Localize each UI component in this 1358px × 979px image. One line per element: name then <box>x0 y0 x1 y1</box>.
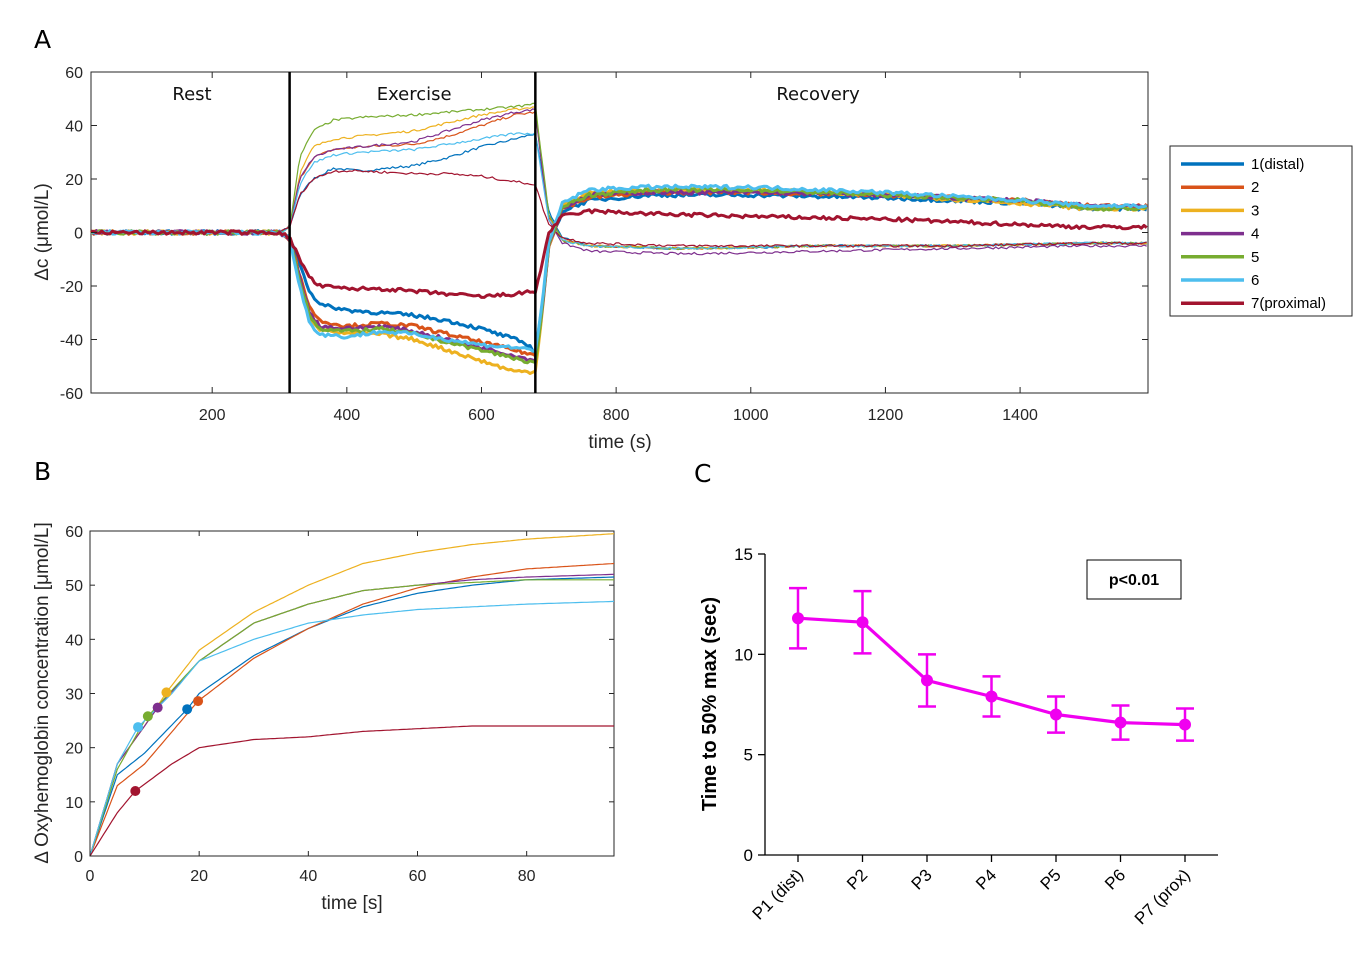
panel-c-point-p3 <box>921 674 933 687</box>
panel-c-x-tick-label-p7-prox: P7 (prox) <box>1131 865 1194 928</box>
legend-label-5: 5 <box>1251 249 1259 266</box>
panel-c-y-tick-label: 15 <box>734 545 753 564</box>
panel-b-series-7-line <box>89 725 614 857</box>
panel-c-x-tick-label-p2: P2 <box>843 865 871 893</box>
panel-b-x-tick-label: 40 <box>299 868 317 885</box>
panel-b-series-5-marker <box>142 711 153 722</box>
p-value-annotation: p<0.01 <box>1109 572 1159 589</box>
panel-b-series-6-line <box>89 600 615 857</box>
legend-label-3: 3 <box>1251 202 1259 219</box>
panel-a-x-tick-label: 1400 <box>1002 407 1038 424</box>
panel-c-point-p6 <box>1114 716 1127 729</box>
panel-c-y-tick-label: 5 <box>744 746 753 765</box>
panel-b-series-2-line <box>89 562 615 857</box>
panel-b-chart: 0 20 40 60 80 0 10 20 30 40 50 60 time [s] Δ Oxyhe… <box>32 522 615 914</box>
panel-b-series-4-marker <box>152 702 163 713</box>
panel-a-y-axis-label: Δc (μmol/L) <box>32 183 53 281</box>
panel-b-series-7-marker <box>130 786 141 796</box>
legend-label-4: 4 <box>1251 226 1259 243</box>
legend-label-7-proximal: 7(proximal) <box>1251 295 1326 312</box>
panel-a-y-tick-label: 20 <box>65 172 83 189</box>
legend-label-1-distal: 1(distal) <box>1251 156 1304 173</box>
panel-c-y-tick-label: 10 <box>734 645 753 664</box>
panel-c-x-tick-label-p4: P4 <box>972 865 1000 893</box>
panel-b-y-axis-label: Δ Oxyhemoglobin concentration [μmol/L] <box>32 522 53 864</box>
panel-b-y-tick-label: 50 <box>65 578 83 595</box>
panel-c-x-tick-label-p3: P3 <box>908 865 936 893</box>
panel-b-series-3-line <box>89 533 615 857</box>
panel-b-x-axis-label: time [s] <box>321 893 382 914</box>
panel-b-series-5-line <box>89 579 614 857</box>
panel-a-y-tick-label: -20 <box>60 279 83 296</box>
panel-b-x-tick-label: 20 <box>190 868 208 885</box>
panel-c-y-axis-label: Time to 50% max (sec) <box>699 597 721 811</box>
panel-c-x-tick-label-p5: P5 <box>1037 865 1065 893</box>
panel-a-x-tick-label: 200 <box>199 407 226 424</box>
panel-b-series-2-marker <box>193 696 204 707</box>
panel-b-y-tick-label: 40 <box>65 632 83 649</box>
panel-c-point-p5 <box>1050 708 1062 721</box>
panel-a-legend: 1(distal) 2 3 4 5 6 7(proximal) <box>1169 145 1353 317</box>
panel-b-x-tick-label: 60 <box>409 868 427 885</box>
panel-b-series-1-marker <box>182 704 193 715</box>
panel-c-point-p4 <box>985 690 998 703</box>
legend-label-2: 2 <box>1251 179 1259 196</box>
panel-b-series-3-marker <box>161 687 172 698</box>
panel-a-y-tick-label: 0 <box>74 226 83 243</box>
phase-label-rest: Rest <box>172 84 211 105</box>
panel-b-y-tick-label: 10 <box>65 795 83 812</box>
panel-b-x-tick-label: 80 <box>518 868 536 885</box>
panel-b-plot-area <box>89 530 615 857</box>
p-value-box <box>1086 559 1182 600</box>
panel-b-y-tick-label: 0 <box>74 849 83 866</box>
panel-b-series-6-marker <box>133 722 144 733</box>
panel-b-y-tick-label: 30 <box>65 687 83 704</box>
panel-label-c: C <box>694 459 711 488</box>
panel-label-b: B <box>34 457 51 486</box>
panel-a-y-tick-label: -60 <box>60 386 83 403</box>
panel-c-point-p1-dist <box>792 612 804 625</box>
panel-a-x-tick-label: 800 <box>603 407 630 424</box>
panel-a-x-tick-label: 400 <box>333 407 360 424</box>
panel-b-y-tick-label: 20 <box>65 741 83 758</box>
panel-a-y-tick-label: 40 <box>65 119 83 136</box>
phase-label-recovery: Recovery <box>776 84 860 105</box>
panel-c-x-tick-label-p1-dist: P1 (dist) <box>749 865 807 923</box>
series-7-proximal-thick-line <box>90 208 1148 299</box>
panel-b-y-tick-label: 60 <box>65 524 83 541</box>
panel-c-point-p7-prox <box>1179 718 1191 731</box>
panel-label-a: A <box>34 25 51 54</box>
phase-label-exercise: Exercise <box>377 84 452 105</box>
panel-a-x-tick-label: 1200 <box>868 407 904 424</box>
panel-a-x-tick-label: 1000 <box>733 407 769 424</box>
panel-a-x-axis-label: time (s) <box>588 432 651 453</box>
panel-c-y-tick-label: 0 <box>744 846 753 865</box>
panel-c-x-tick-label-p6: P6 <box>1101 865 1129 893</box>
legend-label-6: 6 <box>1251 272 1259 289</box>
legend-box <box>1169 145 1353 317</box>
panel-c-chart: 0 5 10 15 P1 (dist) P2 P3 P4 P5 P6 P7 (prox) Time… <box>699 545 1218 928</box>
panel-a-y-tick-label: 60 <box>65 65 83 82</box>
panel-a-y-tick-label: -40 <box>60 333 83 350</box>
panel-a-chart: Rest Exercise Recovery 200 400 600 800 1000 120… <box>32 65 1149 453</box>
panel-b-x-tick-label: 0 <box>86 868 95 885</box>
panel-a-x-tick-label: 600 <box>468 407 495 424</box>
panel-c-point-p2 <box>856 616 869 629</box>
